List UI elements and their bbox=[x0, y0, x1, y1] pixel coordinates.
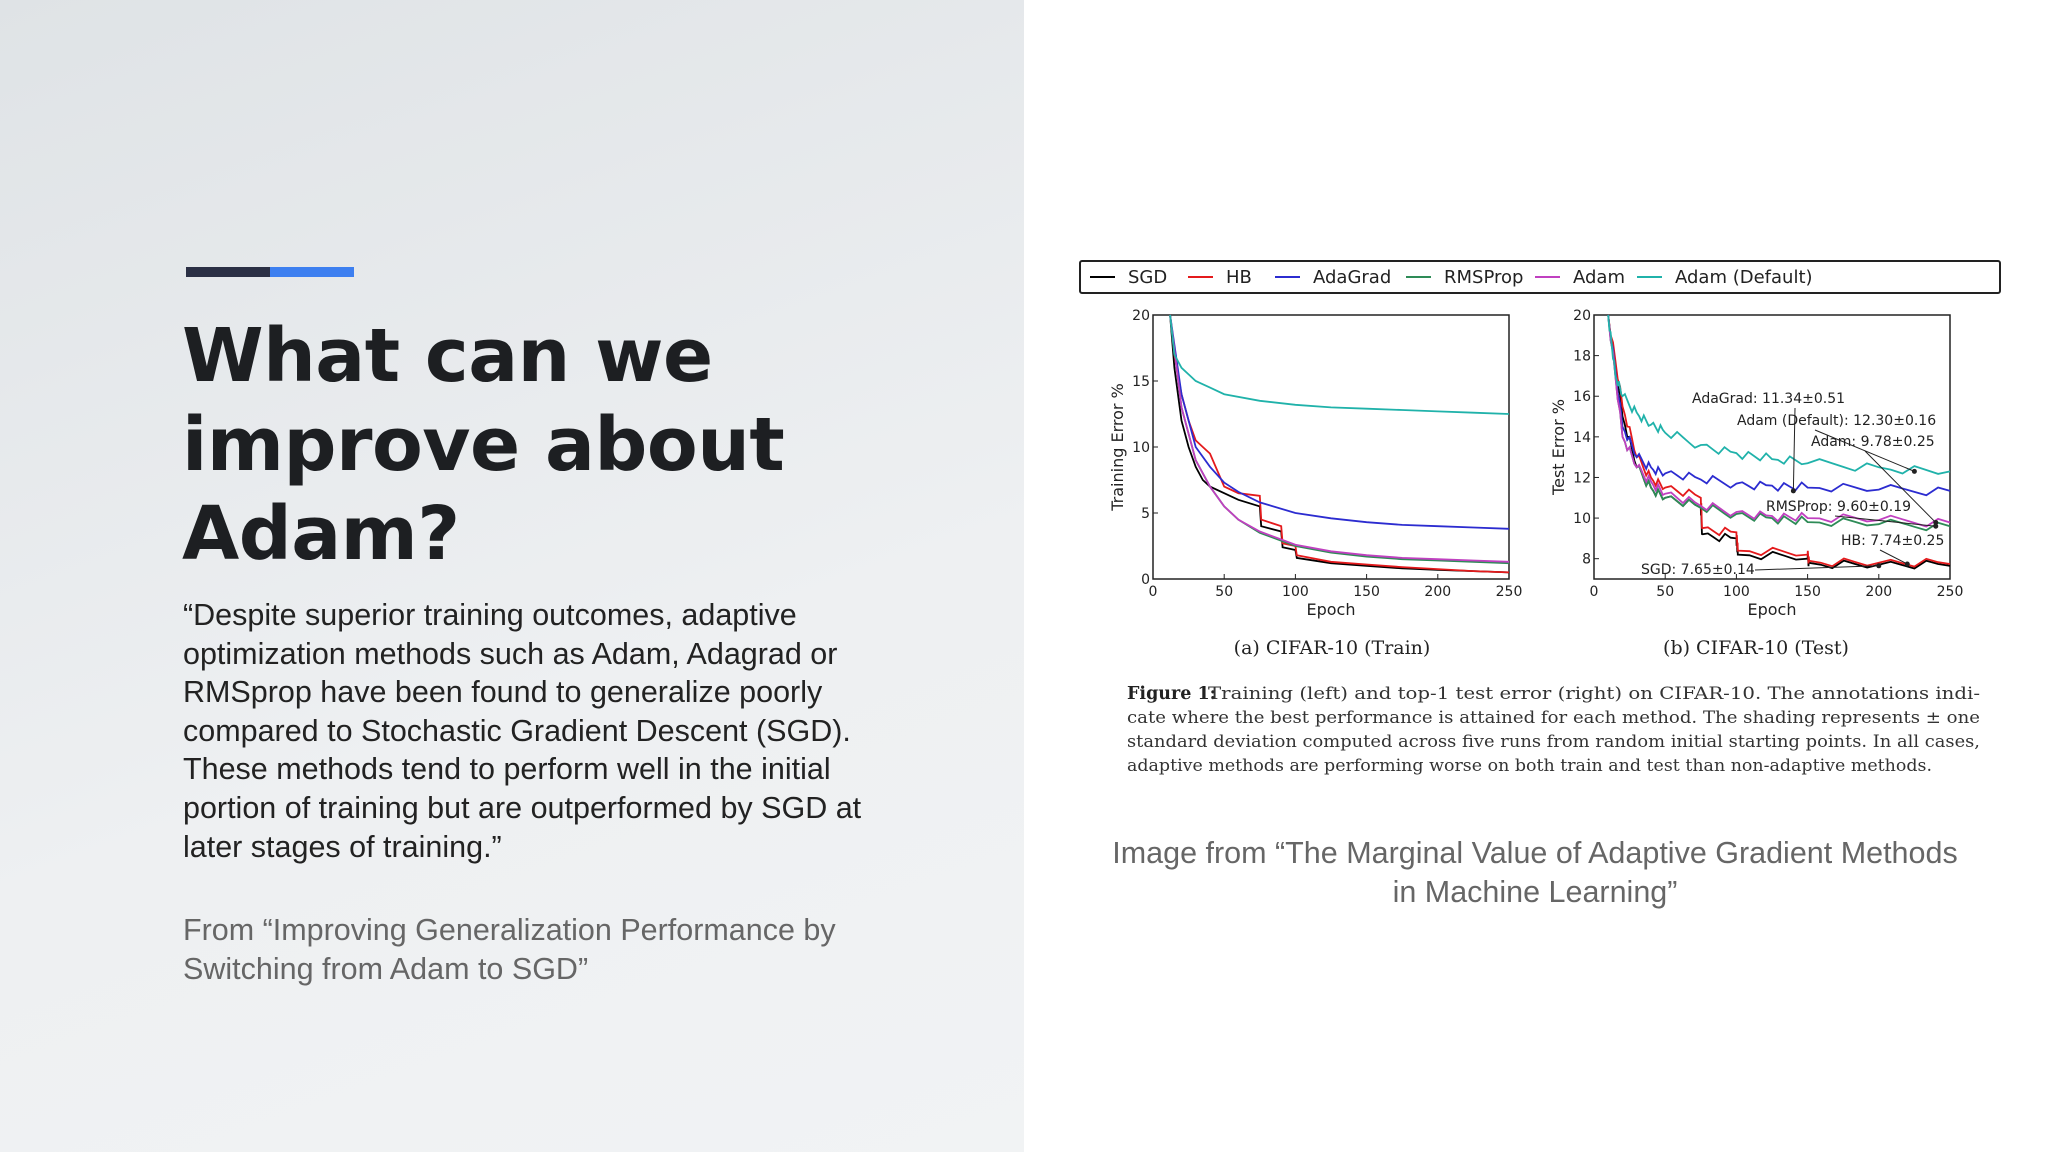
x-axis-label: Epoch bbox=[1748, 600, 1797, 619]
series-line-sgd bbox=[1169, 314, 1510, 574]
annotation-arrowhead bbox=[1911, 468, 1917, 474]
plot-area bbox=[1593, 314, 1951, 580]
annotation-adam: Adam: 9.78±0.25 bbox=[1811, 434, 1935, 450]
annotation-hb: HB: 7.74±0.25 bbox=[1841, 533, 1944, 549]
caption-line-4: adaptive methods are performing worse on… bbox=[1127, 756, 1932, 776]
series-line-adam bbox=[1169, 314, 1510, 563]
x-axis-label: Epoch bbox=[1307, 600, 1356, 619]
annotation-arrowhead bbox=[1876, 563, 1882, 569]
plot-area bbox=[1152, 314, 1510, 580]
paper-figure: SGD HB AdaGrad RMSProp Adam Adam (Default) 0 5… bbox=[1075, 255, 2009, 795]
annotation-adam-default: Adam (Default): 12.30±0.16 bbox=[1737, 413, 1936, 429]
quote-text: “Despite superior training outcomes, ada… bbox=[183, 598, 862, 864]
x-tick-label: 100 bbox=[1282, 584, 1309, 600]
y-tick-label: 16 bbox=[1573, 389, 1591, 405]
y-axis-label: Test Error % bbox=[1549, 399, 1568, 496]
y-tick-label: 8 bbox=[1582, 552, 1591, 568]
x-tick-label: 0 bbox=[1149, 584, 1158, 600]
annotation-rmsprop: RMSProp: 9.60±0.19 bbox=[1766, 499, 1911, 515]
annotation-arrowhead bbox=[1904, 561, 1910, 567]
series-line-adam bbox=[1607, 314, 1951, 528]
chart-train: 0 50 100 150 200 250 0 5 10 15 20 Epoch Training Err… bbox=[1108, 308, 1522, 619]
x-tick-label: 150 bbox=[1794, 584, 1821, 600]
chart-test-title: (b) CIFAR-10 (Test) bbox=[1663, 637, 1849, 659]
image-credit: Image from “The Marginal Value of Adapti… bbox=[1112, 836, 1958, 909]
x-tick-label: 50 bbox=[1656, 584, 1674, 600]
caption-label: Figure 1: bbox=[1127, 684, 1216, 704]
annotation-arrow bbox=[1792, 407, 1796, 491]
annotation-arrow bbox=[1834, 515, 1936, 527]
x-tick-label: 200 bbox=[1865, 584, 1892, 600]
annotation-arrowhead bbox=[1790, 488, 1796, 494]
annotation-arrow bbox=[1754, 565, 1879, 571]
x-tick-label: 250 bbox=[1496, 584, 1523, 600]
x-tick-label: 100 bbox=[1723, 584, 1750, 600]
legend-label-hb: HB bbox=[1226, 267, 1252, 288]
x-tick-label: 0 bbox=[1590, 584, 1599, 600]
slide-title: What can we improve about Adam? bbox=[182, 313, 785, 577]
accent-bar-blue bbox=[270, 267, 354, 277]
chart-legend: SGD HB AdaGrad RMSProp Adam Adam (Default) bbox=[1079, 260, 2001, 294]
annotation-arrow bbox=[1814, 429, 1915, 472]
y-tick-label: 14 bbox=[1573, 430, 1591, 446]
y-tick-label: 5 bbox=[1141, 506, 1150, 522]
y-tick-label: 18 bbox=[1573, 349, 1591, 365]
chart-test: 0 50 100 150 200 250 8 10 12 14 16 18 20 Epoch Test Er… bbox=[1549, 308, 1963, 619]
annotation-arrowhead bbox=[1933, 520, 1939, 526]
y-tick-label: 12 bbox=[1573, 470, 1591, 486]
legend-label-rmsprop: RMSProp bbox=[1444, 267, 1523, 288]
chart-train-title: (a) CIFAR-10 (Train) bbox=[1234, 637, 1431, 659]
legend-label-adam-default: Adam (Default) bbox=[1675, 267, 1813, 288]
series-line-adam-default bbox=[1169, 314, 1510, 415]
accent-bar-dark bbox=[186, 267, 270, 277]
caption-line-3: standard deviation computed across five … bbox=[1127, 732, 1980, 752]
y-axis-label: Training Error % bbox=[1108, 383, 1127, 512]
annotation-arrowhead bbox=[1933, 523, 1939, 529]
y-tick-label: 10 bbox=[1573, 511, 1591, 527]
left-panel: What can we improve about Adam? “Despite… bbox=[0, 0, 1024, 1152]
x-tick-label: 50 bbox=[1215, 584, 1233, 600]
annotation-sgd: SGD: 7.65±0.14 bbox=[1641, 562, 1755, 578]
series-line-adagrad bbox=[1169, 314, 1510, 530]
quote-source: From “Improving Generalization Performan… bbox=[183, 913, 836, 986]
annotation-arrow bbox=[1879, 549, 1908, 565]
x-tick-label: 150 bbox=[1353, 584, 1380, 600]
annotation-arrow bbox=[1864, 450, 1937, 523]
caption-line-1: Training (left) and top-1 test error (ri… bbox=[1208, 684, 1980, 704]
annotation-adagrad: AdaGrad: 11.34±0.51 bbox=[1692, 391, 1845, 407]
series-line-adam-default bbox=[1607, 314, 1951, 475]
y-tick-label: 0 bbox=[1141, 572, 1150, 588]
x-tick-label: 200 bbox=[1424, 584, 1451, 600]
y-tick-label: 20 bbox=[1573, 308, 1591, 324]
legend-label-adagrad: AdaGrad bbox=[1313, 267, 1391, 288]
y-tick-label: 20 bbox=[1132, 308, 1150, 324]
series-line-adagrad bbox=[1607, 314, 1951, 497]
y-tick-label: 15 bbox=[1132, 374, 1150, 390]
legend-label-adam: Adam bbox=[1573, 267, 1625, 288]
y-tick-label: 10 bbox=[1132, 440, 1150, 456]
legend-label-sgd: SGD bbox=[1128, 267, 1167, 288]
caption-line-2: cate where the best performance is attai… bbox=[1127, 708, 1980, 728]
figure-canvas: SGD HB AdaGrad RMSProp Adam Adam (Default) 0 5… bbox=[1079, 260, 2001, 776]
x-tick-label: 250 bbox=[1937, 584, 1964, 600]
